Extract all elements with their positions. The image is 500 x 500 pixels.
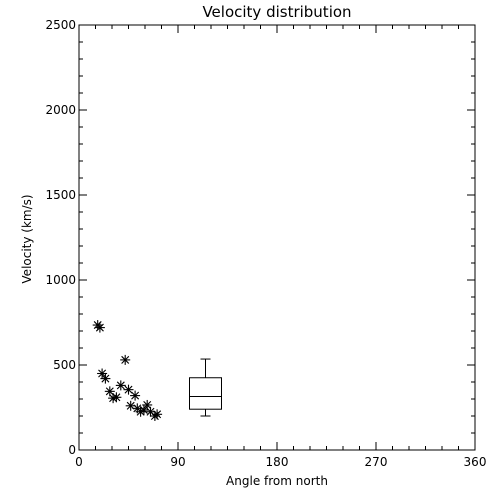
y-tick-label: 2000 xyxy=(45,103,76,117)
data-point xyxy=(123,384,134,395)
y-tick-label: 0 xyxy=(68,443,76,457)
x-tick-label: 90 xyxy=(170,455,185,469)
plot-frame xyxy=(78,24,476,451)
x-tick-label: 270 xyxy=(365,455,388,469)
scatter-points xyxy=(92,320,163,421)
data-point xyxy=(152,409,163,420)
y-tick-label: 2500 xyxy=(45,18,76,32)
y-tick-label: 500 xyxy=(53,358,76,372)
x-tick-label: 360 xyxy=(464,455,487,469)
data-point xyxy=(100,373,111,384)
x-tick-label: 0 xyxy=(75,455,83,469)
y-tick-label: 1000 xyxy=(45,273,76,287)
data-point xyxy=(120,354,131,365)
data-point xyxy=(130,390,141,401)
x-tick-label: 180 xyxy=(266,455,289,469)
x-axis-label: Angle from north xyxy=(226,474,328,488)
y-axis-label: Velocity (km/s) xyxy=(20,194,34,283)
data-point xyxy=(111,392,122,403)
data-point xyxy=(94,322,105,333)
data-point xyxy=(138,405,149,416)
iqr-box xyxy=(189,377,222,410)
axis-ticks: 0 90 180 270 360 0 500 1000 1500 2000 2500 xyxy=(45,18,486,469)
data-point xyxy=(115,380,126,391)
chart-title: Velocity distribution xyxy=(202,3,351,21)
y-tick-label: 1500 xyxy=(45,188,76,202)
data-point xyxy=(97,368,108,379)
box-plot xyxy=(189,358,222,417)
